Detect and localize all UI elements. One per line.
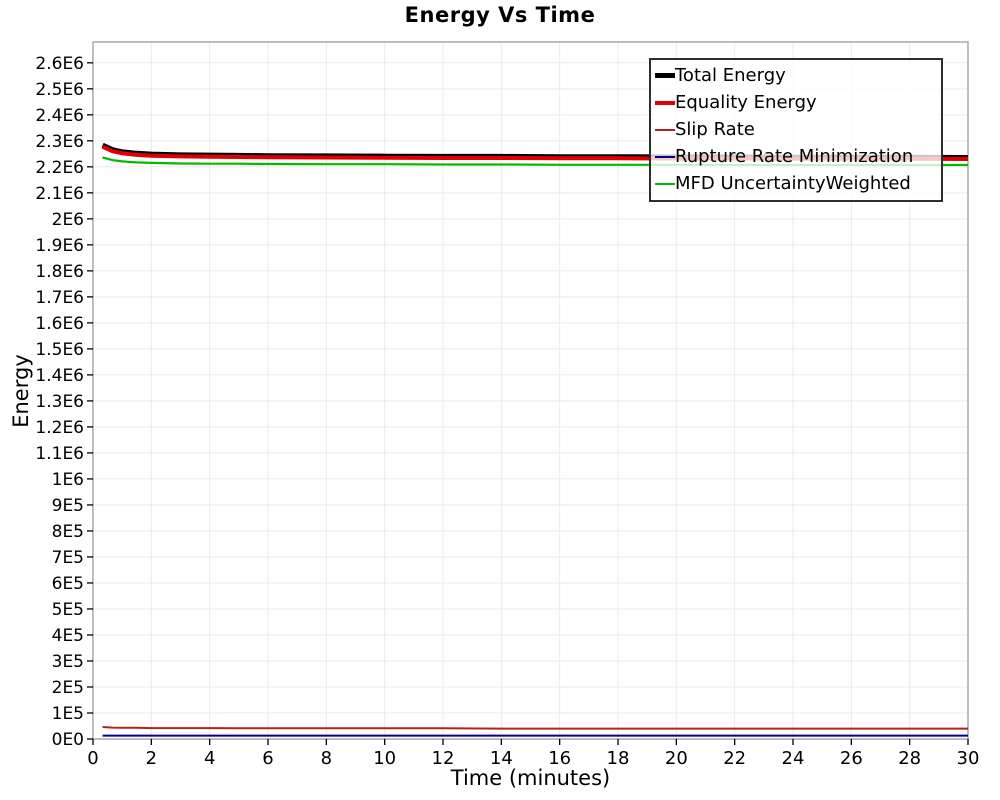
y-tick-label: 2.4E6 bbox=[35, 106, 84, 126]
x-tick-label: 8 bbox=[321, 748, 332, 769]
legend-swatch-mfd-uncertaintyweighted bbox=[655, 183, 675, 186]
y-tick-label: 2.5E6 bbox=[35, 80, 84, 100]
x-tick-label: 14 bbox=[490, 748, 513, 769]
legend-swatch-equality-energy bbox=[655, 100, 675, 105]
y-tick-label: 1.8E6 bbox=[35, 262, 84, 282]
y-tick-label: 1.6E6 bbox=[35, 314, 84, 334]
x-tick-label: 12 bbox=[432, 748, 455, 769]
x-tick-label: 0 bbox=[87, 748, 98, 769]
y-tick-label: 1.2E6 bbox=[35, 418, 84, 438]
y-tick-label: 1.1E6 bbox=[35, 444, 84, 464]
y-tick-label: 2E6 bbox=[52, 210, 84, 230]
y-tick-label: 5E5 bbox=[52, 600, 84, 620]
plot-frame bbox=[92, 41, 969, 740]
y-tick-label: 2.1E6 bbox=[35, 184, 84, 204]
legend-item-label: Slip Rate bbox=[675, 118, 755, 140]
y-tick-label: 3E5 bbox=[52, 652, 84, 672]
legend-item: Equality Energy bbox=[655, 89, 941, 116]
y-tick-label: 1.3E6 bbox=[35, 392, 84, 412]
y-tick-label: 2.3E6 bbox=[35, 132, 84, 152]
legend-item-label: Rupture Rate Minimization bbox=[675, 146, 914, 168]
y-tick-label: 4E5 bbox=[52, 626, 84, 646]
legend-item-label: MFD UncertaintyWeighted bbox=[675, 173, 911, 195]
y-tick-label: 2E5 bbox=[52, 678, 84, 698]
chart-title: Energy Vs Time bbox=[404, 3, 596, 27]
y-tick-label: 0E0 bbox=[52, 730, 84, 750]
x-tick-label: 6 bbox=[262, 748, 273, 769]
legend-swatch-total-energy bbox=[655, 73, 675, 79]
legend: Total Energy Equality Energy Slip Rate Rupt… bbox=[649, 58, 943, 202]
legend-item: Slip Rate bbox=[655, 116, 941, 143]
y-tick-label: 2.6E6 bbox=[35, 54, 84, 74]
y-tick-label: 9E5 bbox=[52, 496, 84, 516]
legend-swatch-rupture-rate-minimization bbox=[655, 156, 675, 159]
series-slip-rate bbox=[102, 726, 968, 730]
x-tick-label: 16 bbox=[548, 748, 571, 769]
legend-swatch-slip-rate bbox=[655, 128, 675, 131]
x-tick-label: 10 bbox=[373, 748, 396, 769]
y-tick-label: 8E5 bbox=[52, 522, 84, 542]
y-tick-label: 1.9E6 bbox=[35, 236, 84, 256]
legend-item: Total Energy bbox=[655, 62, 941, 89]
x-tick-label: 28 bbox=[898, 748, 921, 769]
x-tick-label: 2 bbox=[146, 748, 157, 769]
y-tick-label: 1E5 bbox=[52, 704, 84, 724]
x-tick-label: 30 bbox=[957, 748, 980, 769]
y-tick-label: 7E5 bbox=[52, 548, 84, 568]
y-tick-label: 1E6 bbox=[52, 470, 84, 490]
legend-item-label: Total Energy bbox=[675, 64, 786, 86]
x-tick-label: 4 bbox=[204, 748, 215, 769]
y-tick-label: 1.4E6 bbox=[35, 366, 84, 386]
x-tick-label: 22 bbox=[723, 748, 746, 769]
y-tick-label: 2.2E6 bbox=[35, 158, 84, 178]
y-tick-label: 1.5E6 bbox=[35, 340, 84, 360]
y-tick-label: 6E5 bbox=[52, 574, 84, 594]
legend-item-label: Equality Energy bbox=[675, 91, 817, 113]
x-tick-label: 18 bbox=[607, 748, 630, 769]
y-tick-label: 1.7E6 bbox=[35, 288, 84, 308]
legend-item: Rupture Rate Minimization bbox=[655, 144, 941, 171]
x-tick-label: 26 bbox=[840, 748, 863, 769]
legend-item: MFD UncertaintyWeighted bbox=[655, 171, 941, 198]
x-tick-label: 20 bbox=[665, 748, 688, 769]
x-tick-label: 24 bbox=[782, 748, 805, 769]
x-axis-label: Time (minutes) bbox=[450, 766, 611, 790]
